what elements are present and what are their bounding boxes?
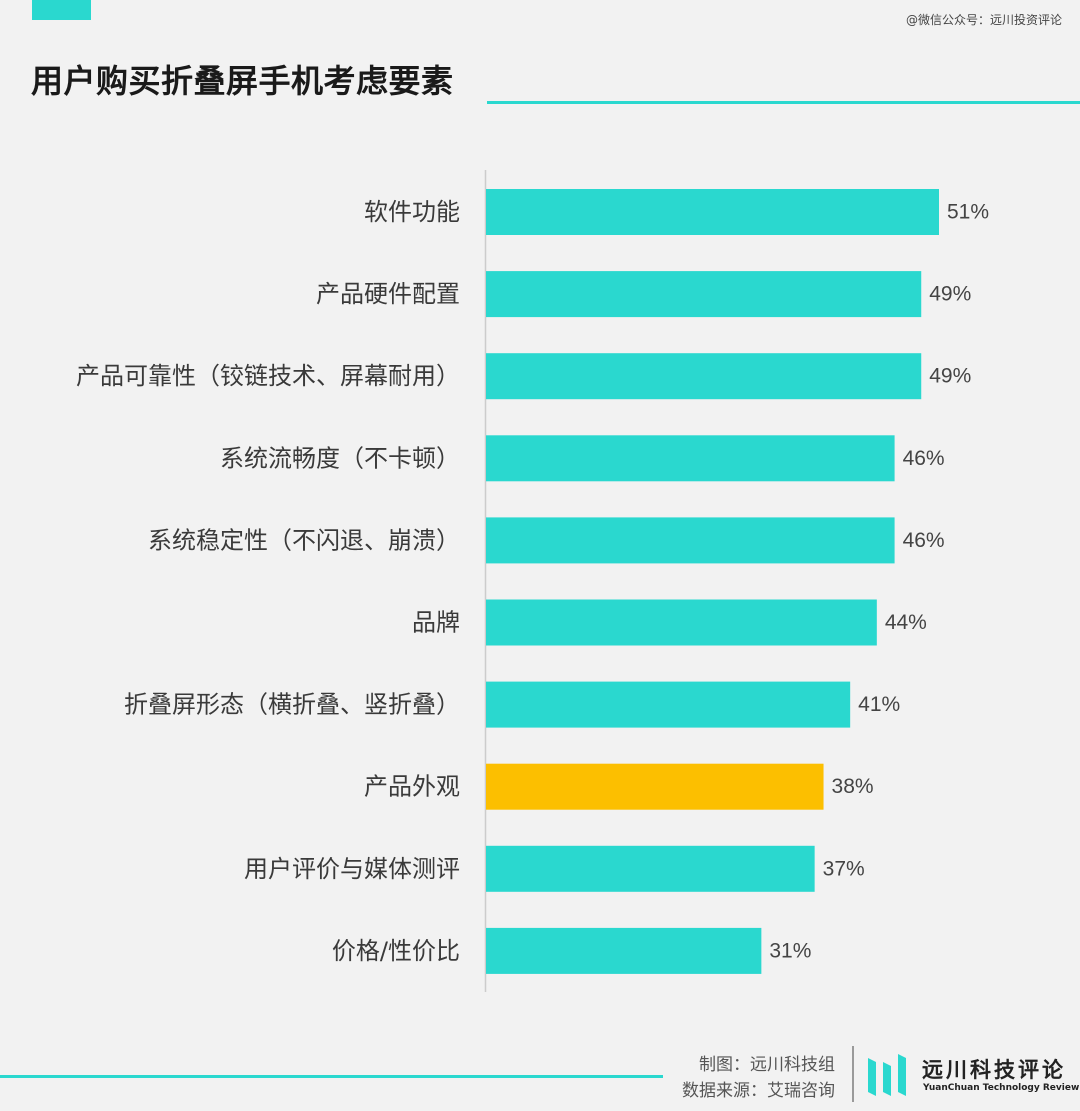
- category-label: 产品可靠性（铰链技术、屏幕耐用）: [76, 362, 460, 390]
- brand-name: 远川科技评论: [922, 1058, 1066, 1082]
- brand-logo-icon: [868, 1054, 906, 1096]
- category-label: 用户评价与媒体测评: [244, 855, 460, 883]
- category-label: 价格/性价比: [332, 937, 460, 965]
- category-label: 系统流畅度（不卡顿）: [220, 444, 460, 472]
- value-label: 31%: [769, 939, 811, 962]
- footer-divider: [852, 1046, 854, 1102]
- credit-source: 数据来源：艾瑞咨询: [682, 1081, 835, 1101]
- bar: [486, 845, 815, 892]
- bar: [486, 763, 824, 810]
- title-underline: [487, 101, 1080, 104]
- bar: [486, 189, 939, 235]
- value-label: 49%: [929, 365, 971, 388]
- category-label: 软件功能: [364, 198, 460, 226]
- credit-maker: 制图：远川科技组: [699, 1055, 835, 1075]
- bar: [486, 599, 877, 646]
- value-label: 46%: [903, 529, 945, 552]
- value-label: 44%: [885, 611, 927, 634]
- bar: [486, 927, 762, 974]
- bar: [486, 353, 922, 400]
- chart-title: 用户购买折叠屏手机考虑要素: [31, 62, 454, 100]
- footer-rule: [0, 1075, 663, 1078]
- brand-subtitle: YuanChuan Technology Review: [923, 1083, 1080, 1093]
- value-label: 41%: [858, 693, 900, 716]
- category-label: 系统稳定性（不闪退、崩溃）: [148, 526, 460, 554]
- bar-chart: 软件功能 51% 产品硬件配置 49% 产品可靠性（铰链技术、屏幕耐用） 49% 系统流畅度…: [76, 170, 989, 992]
- top-accent-bar: [32, 0, 91, 20]
- value-label: 46%: [903, 447, 945, 470]
- category-label: 产品外观: [364, 773, 460, 801]
- category-label: 产品硬件配置: [316, 280, 460, 308]
- value-label: 49%: [929, 283, 971, 306]
- value-label: 37%: [823, 857, 865, 880]
- category-label: 品牌: [412, 609, 460, 637]
- category-label: 折叠屏形态（横折叠、竖折叠）: [124, 691, 460, 719]
- bar: [486, 271, 922, 318]
- bar: [486, 681, 851, 728]
- watermark-text: @微信公众号：远川投资评论: [905, 13, 1062, 27]
- bar: [486, 517, 895, 564]
- value-label: 38%: [832, 775, 874, 798]
- bar: [486, 435, 895, 482]
- value-label: 51%: [947, 201, 989, 224]
